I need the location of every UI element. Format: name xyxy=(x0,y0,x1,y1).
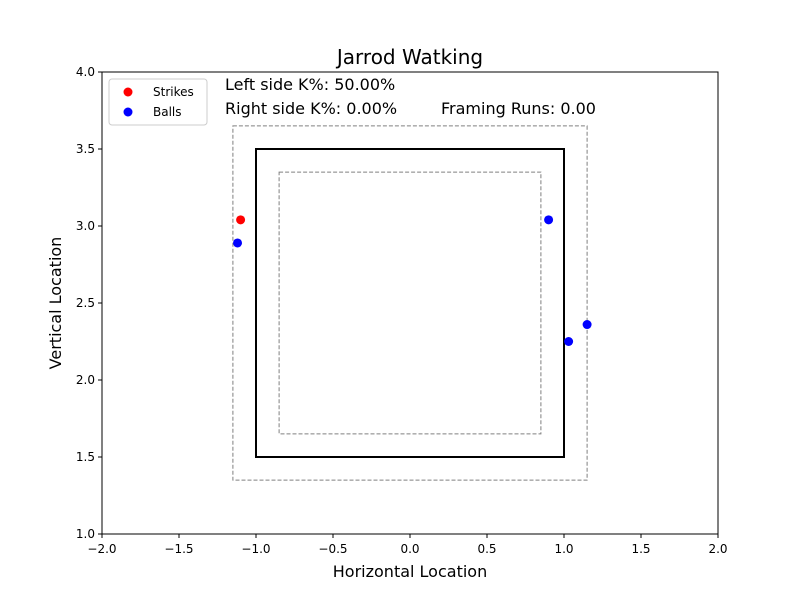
y-tick-label: 3.0 xyxy=(76,219,95,233)
x-tick-label: −2.0 xyxy=(87,542,116,556)
y-tick-label: 1.0 xyxy=(76,527,95,541)
x-tick-label: 1.5 xyxy=(631,542,650,556)
data-points xyxy=(233,215,592,346)
outer-zone-box xyxy=(232,125,588,481)
x-tick-label: 1.0 xyxy=(554,542,573,556)
y-tick-label: 1.5 xyxy=(76,450,95,464)
left-side-k-annotation: Left side K%: 50.00% xyxy=(225,75,395,94)
x-tick-label: −1.5 xyxy=(164,542,193,556)
strike-zone-box xyxy=(255,148,565,458)
legend-box xyxy=(108,78,208,126)
chart-title: Jarrod Watking xyxy=(335,45,483,69)
strikes-point xyxy=(236,215,246,225)
framing-runs-annotation: Framing Runs: 0.00 xyxy=(441,99,596,118)
x-axis-ticks: −2.0 −1.5 −1.0 −0.5 0.0 0.5 1.0 1.5 2.0 xyxy=(87,534,728,556)
legend-balls-marker xyxy=(123,107,133,117)
x-axis-label: Horizontal Location xyxy=(333,562,487,581)
balls-point xyxy=(233,238,243,248)
y-tick-label: 2.0 xyxy=(76,373,95,387)
balls-point xyxy=(564,337,574,346)
x-tick-label: −1.0 xyxy=(241,542,270,556)
legend-balls-label: Balls xyxy=(153,105,182,119)
x-tick-label: 0.0 xyxy=(400,542,419,556)
right-side-k-annotation: Right side K%: 0.00% xyxy=(225,99,397,118)
legend-strikes-marker xyxy=(123,87,133,97)
legend: Strikes Balls xyxy=(108,78,208,126)
balls-point xyxy=(582,320,592,330)
x-tick-label: 0.5 xyxy=(477,542,496,556)
x-tick-label: 2.0 xyxy=(708,542,727,556)
zone-boxes xyxy=(232,125,588,481)
legend-strikes-label: Strikes xyxy=(153,85,194,99)
y-tick-label: 4.0 xyxy=(76,65,95,79)
y-axis-ticks: 1.0 1.5 2.0 2.5 3.0 3.5 4.0 xyxy=(76,65,102,541)
inner-zone-box xyxy=(278,171,542,435)
y-axis-label: Vertical Location xyxy=(46,237,65,370)
x-tick-label: −0.5 xyxy=(318,542,347,556)
y-tick-label: 3.5 xyxy=(76,142,95,156)
balls-point xyxy=(544,215,554,225)
y-tick-label: 2.5 xyxy=(76,296,95,310)
